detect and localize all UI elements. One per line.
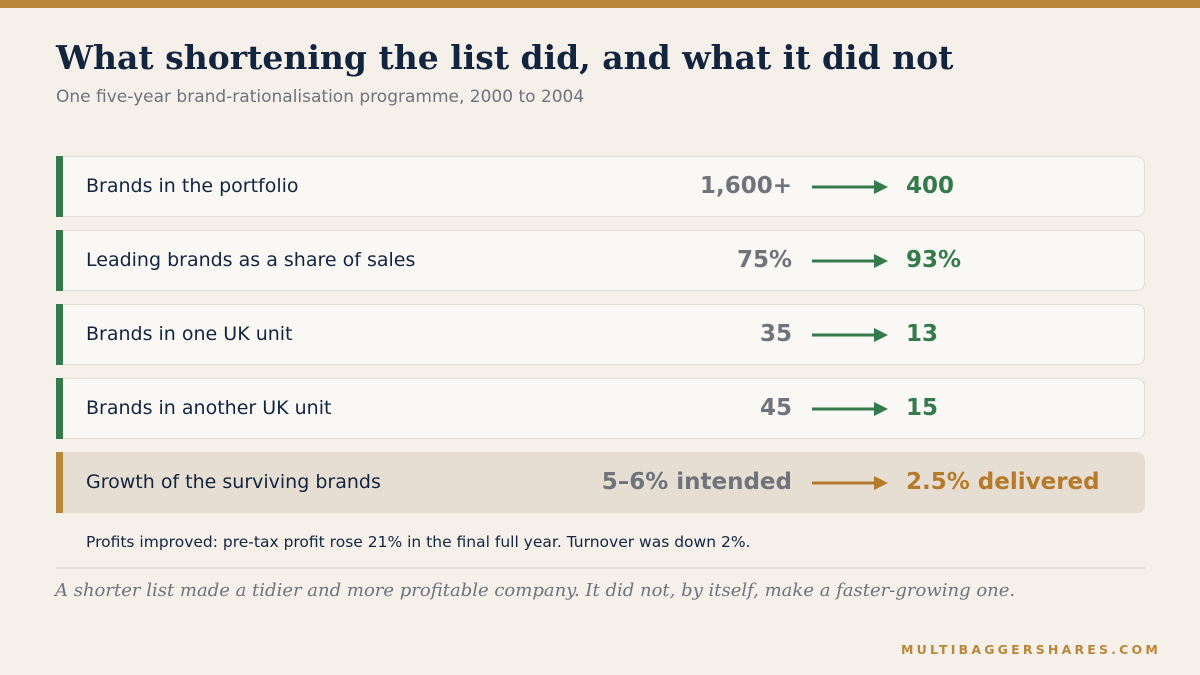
comparison-row-uk-unit-one: Brands in one UK unit 35 13 [56, 304, 1145, 365]
top-accent-bar [0, 0, 1200, 8]
page-title: What shortening the list did, and what i… [56, 38, 954, 77]
conclusion-text: A shorter list made a tidier and more pr… [55, 580, 1016, 601]
row-label: Growth of the surviving brands [86, 471, 381, 493]
row-before-value: 45 [759, 395, 792, 421]
comparison-list: Brands in the portfolio 1,600+ 400 Leadi… [56, 156, 1145, 526]
row-after-value: 15 [906, 395, 939, 421]
row-after-value: 93% [906, 247, 962, 273]
arrow-right-icon [812, 328, 888, 342]
page-subtitle: One five-year brand-rationalisation prog… [56, 87, 585, 107]
comparison-row-growth: Growth of the surviving brands 5–6% inte… [56, 452, 1145, 513]
profit-note: Profits improved: pre-tax profit rose 21… [86, 533, 751, 551]
row-before-value: 35 [759, 321, 792, 347]
row-label: Leading brands as a share of sales [86, 249, 416, 271]
row-after-value: 13 [906, 321, 939, 347]
arrow-right-icon [812, 402, 888, 416]
divider [56, 567, 1145, 569]
arrow-right-icon [812, 476, 888, 490]
comparison-row-leading-share: Leading brands as a share of sales 75% 9… [56, 230, 1145, 291]
row-before-value: 1,600+ [699, 173, 792, 199]
row-after-value: 2.5% delivered [906, 469, 1100, 495]
row-before-value: 5–6% intended [601, 469, 792, 495]
arrow-right-icon [812, 180, 888, 194]
row-label: Brands in another UK unit [86, 397, 332, 419]
row-label: Brands in one UK unit [86, 323, 293, 345]
comparison-row-portfolio: Brands in the portfolio 1,600+ 400 [56, 156, 1145, 217]
footer-brand: MULTIBAGGERSHARES.COM [900, 642, 1161, 657]
row-before-value: 75% [736, 247, 792, 273]
row-label: Brands in the portfolio [86, 175, 299, 197]
comparison-row-uk-unit-two: Brands in another UK unit 45 15 [56, 378, 1145, 439]
row-after-value: 400 [906, 173, 955, 199]
arrow-right-icon [812, 254, 888, 268]
